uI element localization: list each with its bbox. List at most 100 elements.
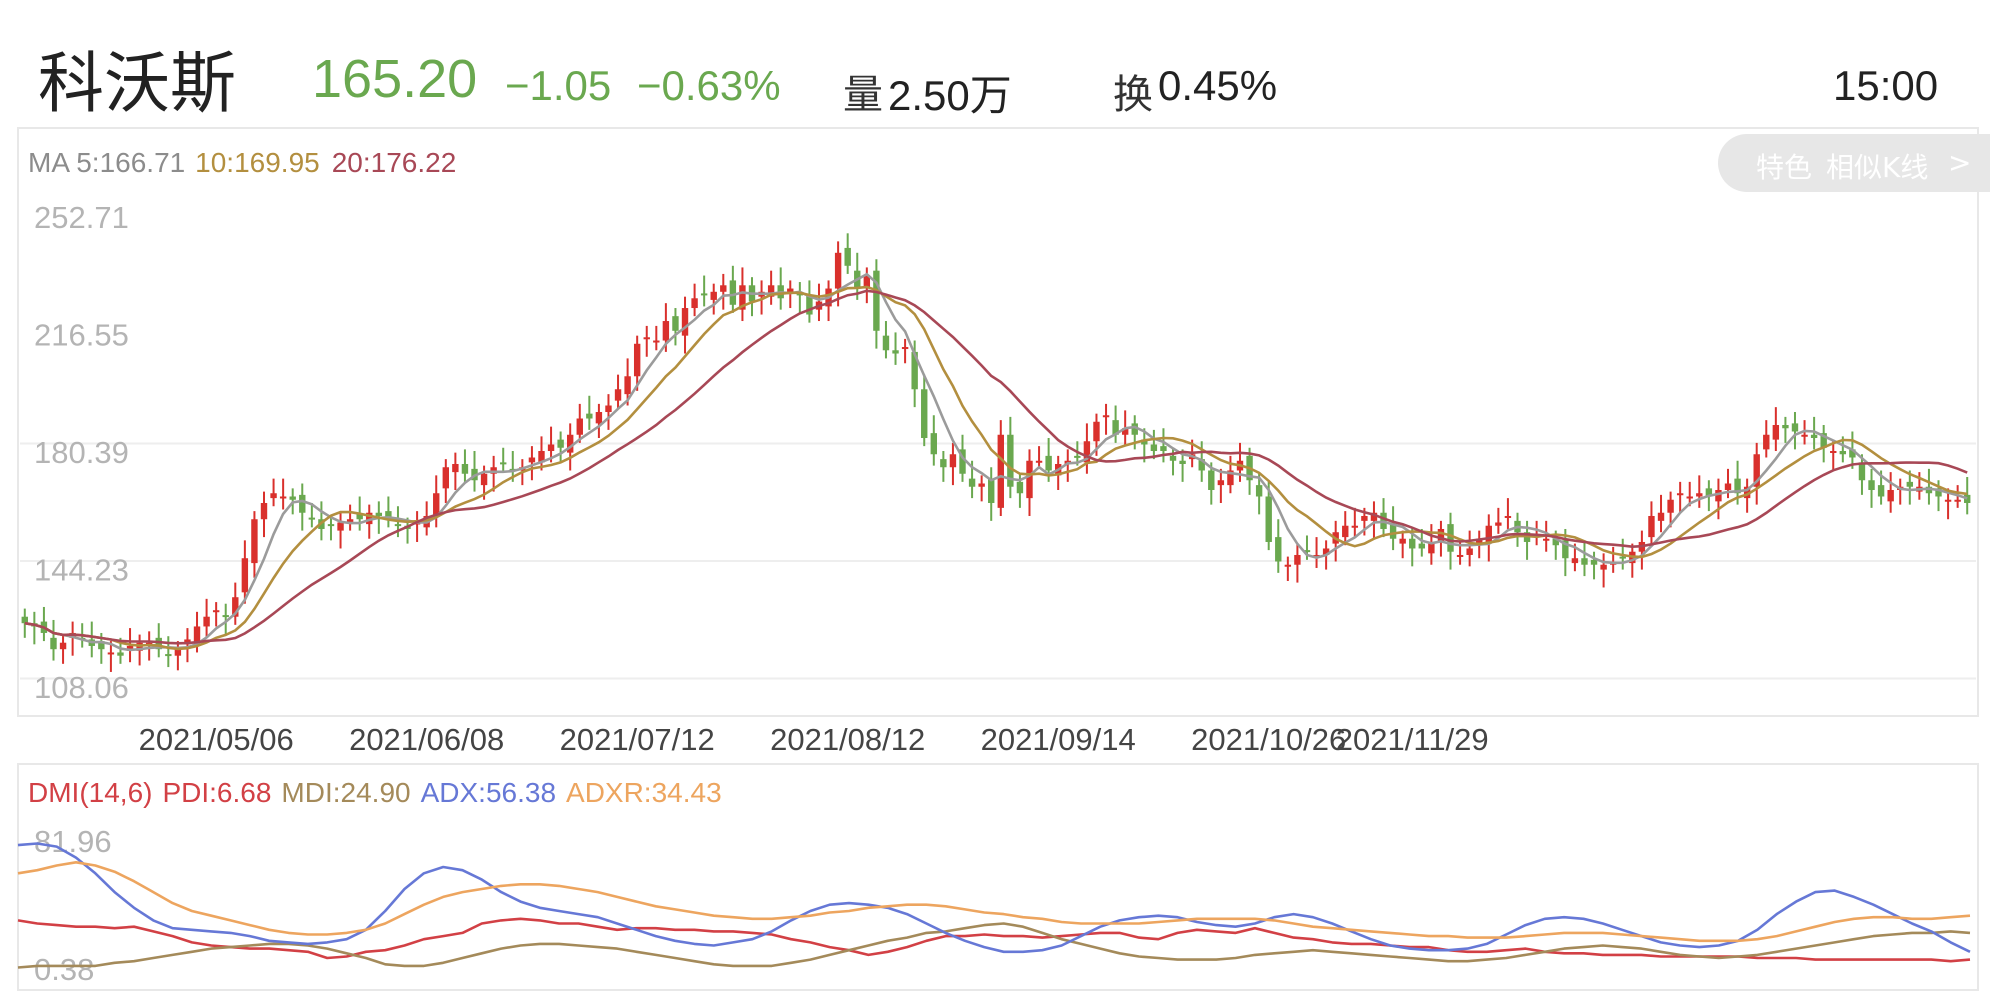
- candle-body: [1877, 485, 1885, 497]
- candle-body: [1160, 446, 1167, 452]
- ma-legend-item: 20:176.22: [332, 147, 457, 178]
- candle-body: [1964, 494, 1971, 503]
- candle-body: [299, 494, 306, 513]
- candle-body: [1227, 470, 1234, 486]
- candle-body: [1141, 439, 1148, 445]
- candle-body: [1275, 537, 1282, 562]
- candle-body: [126, 645, 134, 651]
- volume-value: 2.50万: [888, 72, 1012, 119]
- candle-body: [433, 493, 440, 516]
- candle-body: [1313, 554, 1320, 557]
- candle-body: [1552, 538, 1559, 546]
- candle-body: [1743, 486, 1751, 499]
- candle-body: [691, 298, 698, 309]
- candle-body: [1504, 515, 1512, 518]
- dmi-legend-item: MDI:24.90: [281, 777, 410, 808]
- candle-body: [1389, 524, 1397, 539]
- y-tick-label: 144.23: [34, 553, 129, 588]
- dmi-legend: DMI(14,6) PDI:6.68 MDI:24.90 ADX:56.38 ADXR:…: [28, 777, 722, 808]
- candle-body: [1083, 441, 1091, 463]
- ma5-line: [24, 272, 1968, 652]
- candle-body: [193, 626, 201, 645]
- candle-body: [1150, 444, 1158, 452]
- candle-body: [1887, 489, 1894, 502]
- candle-body: [1102, 415, 1110, 418]
- moving-average-lines: [24, 272, 1968, 652]
- candle-body: [1198, 459, 1205, 471]
- candle-body: [222, 615, 229, 618]
- candlesticks[interactable]: [21, 233, 1971, 672]
- adxr-line: [17, 860, 1971, 943]
- candle-body: [1715, 489, 1722, 502]
- candle-body: [1485, 525, 1492, 544]
- candle-body: [270, 493, 277, 499]
- candle-body: [1944, 499, 1952, 502]
- price-change-percent: −0.63%: [637, 62, 781, 109]
- x-tick-label: 2021/11/29: [1336, 722, 1489, 757]
- candle-body: [59, 642, 67, 650]
- candle-body: [1705, 488, 1713, 497]
- candle-body: [480, 473, 488, 486]
- candle-body: [940, 459, 947, 468]
- y-tick-label: 81.96: [34, 824, 112, 859]
- candle-body: [394, 524, 402, 527]
- candle-body: [260, 502, 268, 520]
- x-tick-label: 2021/07/12: [560, 722, 715, 757]
- candle-body: [1906, 481, 1914, 487]
- candle-body: [1954, 499, 1961, 502]
- kline-y-axis: 252.71 216.55 180.39 144.23 108.06: [34, 200, 129, 705]
- candle-body: [997, 434, 1004, 508]
- candle-body: [1696, 493, 1703, 497]
- candle-body: [662, 321, 670, 341]
- candle-body: [1476, 538, 1483, 544]
- turnover-value: 0.45%: [1158, 62, 1278, 109]
- candle-body: [1600, 564, 1607, 570]
- candle-body: [710, 291, 717, 300]
- candle-body: [1322, 548, 1330, 555]
- candle-body: [1026, 460, 1033, 499]
- candle-body: [557, 439, 564, 448]
- kline-panel-frame: [17, 127, 1979, 717]
- feature-label: 特色: [1756, 151, 1813, 184]
- price-change: −1.05: [505, 62, 612, 109]
- candle-body: [1830, 451, 1837, 454]
- chevron-right-icon: >: [1948, 146, 1972, 179]
- pdi-line: [17, 917, 1971, 963]
- candle-body: [117, 652, 124, 656]
- dmi-legend-item: ADXR:34.43: [566, 777, 722, 808]
- candle-body: [1169, 455, 1177, 461]
- y-tick-label: 108.06: [34, 670, 129, 705]
- candle-body: [1418, 543, 1426, 549]
- candle-body: [873, 270, 880, 331]
- candle-body: [1801, 434, 1808, 437]
- candle-body: [165, 654, 172, 657]
- candle-body: [595, 412, 603, 424]
- candle-body: [203, 616, 210, 627]
- candle-body: [968, 478, 976, 487]
- candle-body: [442, 467, 450, 489]
- ma-legend-item: MA 5:166.71: [28, 147, 185, 178]
- candle-body: [806, 295, 813, 315]
- candle-body: [1351, 525, 1359, 528]
- candle-body: [375, 512, 383, 516]
- candle-body: [787, 288, 794, 294]
- candle-body: [1294, 554, 1301, 565]
- candle-body: [1810, 434, 1818, 439]
- candle-body: [1849, 449, 1856, 458]
- candle-body: [528, 457, 536, 463]
- similar-kline-label: 相似K线: [1826, 151, 1929, 184]
- candle-body: [1753, 454, 1760, 487]
- candle-body: [1035, 460, 1043, 463]
- candle-body: [1217, 480, 1225, 486]
- candle-body: [614, 389, 622, 401]
- candle-body: [1858, 462, 1866, 481]
- candle-body: [605, 405, 612, 413]
- candle-body: [1437, 528, 1445, 542]
- candle-body: [1208, 470, 1215, 490]
- similar-kline-button[interactable]: 特色 相似K线 >: [1718, 134, 1990, 192]
- dmi-panel-frame: [17, 763, 1979, 991]
- stock-name: 科沃斯: [38, 45, 236, 122]
- candle-body: [1763, 434, 1770, 450]
- candle-body: [576, 418, 583, 435]
